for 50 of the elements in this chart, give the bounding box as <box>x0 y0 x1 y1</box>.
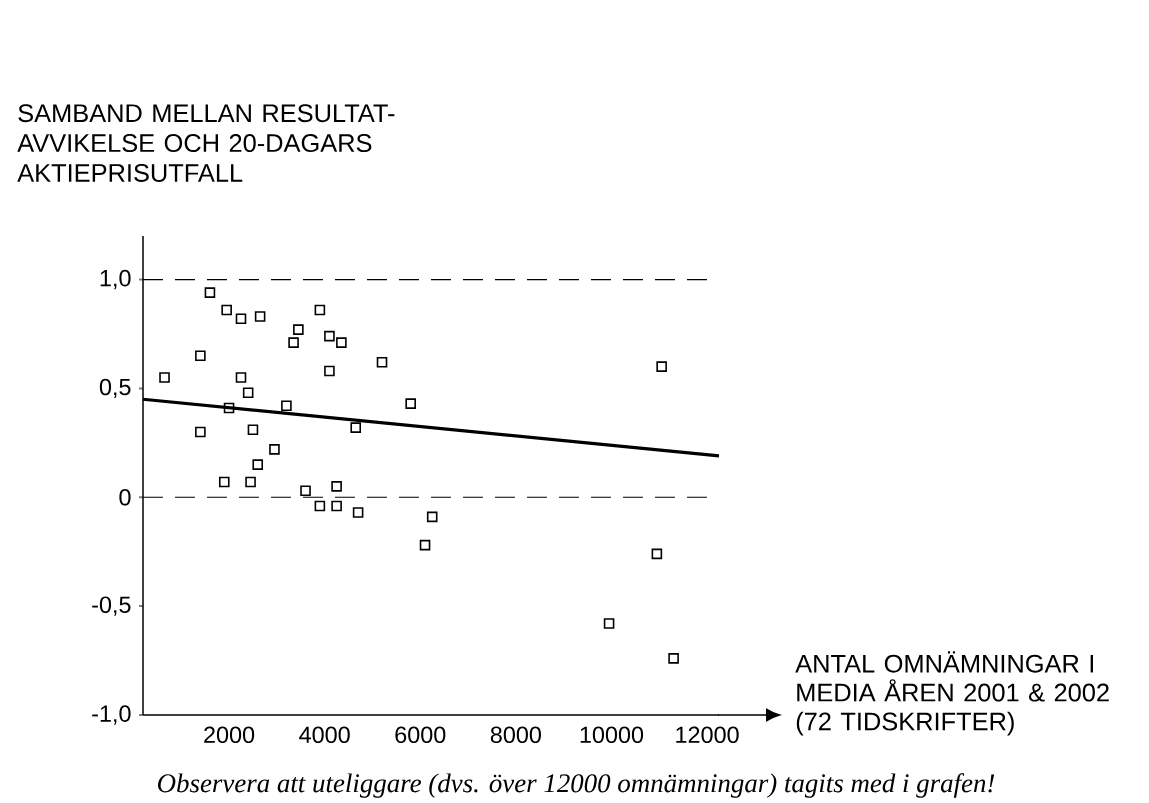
point <box>651 548 663 560</box>
y-tick-label: 0 <box>119 488 131 506</box>
point <box>159 372 170 383</box>
text: Observera att uteliggare (dvs. över 12000 omnämningar) tagits med i grafen! <box>157 773 995 798</box>
point <box>235 372 247 383</box>
point <box>314 500 326 512</box>
point <box>223 402 235 414</box>
x-tick-label: 4000 <box>299 726 350 744</box>
point <box>247 424 259 436</box>
point <box>603 618 615 629</box>
point <box>195 426 206 438</box>
y-tick-label: -1,0 <box>92 705 131 725</box>
point <box>254 311 266 322</box>
x-axis-title: ANTAL OMNÄMNINGAR I MEDIA ÅREN 2001 & 2002 (72 TIDSKRIFTER) <box>795 651 1109 736</box>
point <box>293 324 304 335</box>
point <box>331 500 342 512</box>
y-tick-label: 1,0 <box>100 269 131 290</box>
point <box>350 422 362 433</box>
point <box>419 539 431 551</box>
point <box>376 356 388 368</box>
point <box>426 511 438 523</box>
point <box>405 398 416 409</box>
point <box>300 485 311 497</box>
point <box>331 481 342 492</box>
point <box>336 337 347 348</box>
point <box>195 350 206 362</box>
point <box>314 304 326 316</box>
x-tick-label: 12000 <box>676 726 739 744</box>
x-tick-label: 2000 <box>204 726 255 744</box>
x-tick-label: 6000 <box>395 726 446 744</box>
point <box>656 361 667 372</box>
point <box>235 313 247 325</box>
point <box>352 507 364 518</box>
point <box>221 304 232 316</box>
point <box>245 476 256 488</box>
point <box>204 287 216 298</box>
point <box>324 330 335 342</box>
y-tick-label: -0,5 <box>92 596 131 616</box>
point <box>281 400 292 412</box>
point <box>252 459 264 470</box>
point <box>269 444 280 455</box>
point <box>218 476 230 488</box>
x-tick-label: 8000 <box>490 726 541 744</box>
x-tick-label: 10000 <box>580 726 644 744</box>
y-axis-title: SAMBAND MELLAN RESULTAT-AVVIKELSE OCH 20-DAGARS AKTIEPRISUTFALL <box>17 104 395 182</box>
y-tick-label: 0,5 <box>99 378 131 399</box>
point <box>324 365 335 377</box>
point <box>288 337 299 348</box>
point <box>242 387 254 399</box>
point <box>668 653 679 664</box>
